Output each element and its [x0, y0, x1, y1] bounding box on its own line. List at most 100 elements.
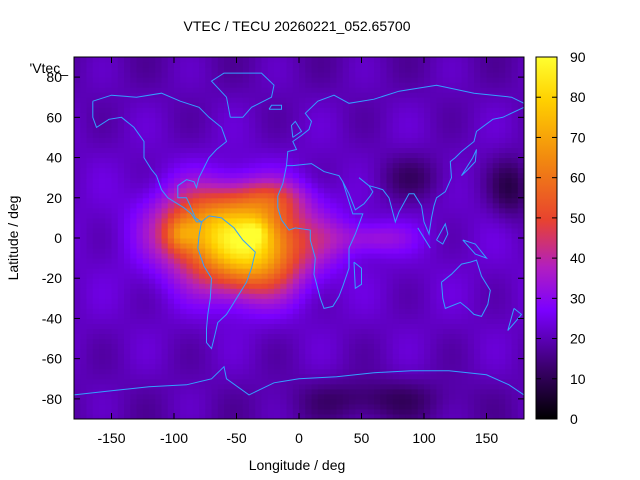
heatmap-cell: [392, 278, 400, 284]
heatmap-cell: [280, 82, 287, 88]
heatmap-cell: [349, 373, 356, 380]
heatmap-cell: [392, 328, 400, 335]
heatmap-cell: [105, 308, 112, 314]
heatmap-cell: [117, 202, 125, 209]
heatmap-cell: [155, 82, 162, 88]
heatmap-cell: [117, 227, 125, 234]
heatmap-cell: [149, 172, 156, 179]
heatmap-cell: [499, 243, 506, 249]
heatmap-cell: [305, 263, 312, 269]
heatmap-cell: [255, 127, 262, 133]
heatmap-cell: [117, 323, 125, 329]
heatmap-cell: [199, 388, 206, 395]
heatmap-cell: [230, 288, 237, 294]
heatmap-cell: [199, 378, 206, 385]
heatmap-cell: [167, 97, 175, 103]
heatmap-cell: [424, 353, 431, 360]
heatmap-cell: [217, 77, 225, 83]
heatmap-cell: [199, 268, 206, 274]
heatmap-cell: [317, 358, 325, 365]
heatmap-cell: [442, 157, 450, 164]
heatmap-cell: [274, 308, 281, 314]
heatmap-cell: [224, 232, 231, 239]
heatmap-cell: [330, 177, 337, 184]
heatmap-cell: [292, 212, 300, 219]
heatmap-cell: [461, 177, 469, 184]
heatmap-cell: [499, 77, 506, 83]
heatmap-cell: [217, 97, 225, 103]
heatmap-cell: [224, 328, 231, 335]
heatmap-cell: [186, 137, 194, 143]
heatmap-cell: [380, 202, 387, 209]
heatmap-cell: [374, 137, 381, 143]
heatmap-cell: [417, 92, 425, 98]
heatmap-cell: [430, 348, 437, 355]
heatmap-cell: [242, 227, 250, 234]
heatmap-cell: [274, 393, 281, 400]
heatmap-cell: [411, 217, 419, 224]
heatmap-cell: [380, 383, 387, 390]
heatmap-cell: [299, 127, 306, 133]
heatmap-cell: [242, 97, 250, 103]
heatmap-cell: [211, 248, 219, 254]
heatmap-cell: [117, 378, 125, 385]
heatmap-cell: [474, 112, 481, 118]
heatmap-cell: [317, 152, 325, 159]
heatmap-cell: [211, 227, 219, 234]
heatmap-cell: [486, 358, 494, 365]
heatmap-cell: [99, 212, 106, 219]
heatmap-cell: [92, 107, 100, 113]
heatmap-cell: [474, 212, 481, 219]
heatmap-cell: [180, 132, 187, 138]
heatmap-cell: [274, 303, 281, 309]
heatmap-cell: [180, 288, 187, 294]
heatmap-cell: [349, 398, 356, 405]
heatmap-cell: [474, 97, 481, 103]
heatmap-cell: [286, 288, 294, 294]
heatmap-cell: [367, 112, 375, 118]
heatmap-cell: [349, 77, 356, 83]
heatmap-cell: [436, 97, 444, 103]
heatmap-cell: [486, 328, 494, 335]
heatmap-cell: [286, 207, 294, 214]
heatmap-cell: [505, 408, 512, 415]
heatmap-cell: [492, 127, 500, 133]
heatmap-cell: [261, 82, 269, 88]
heatmap-cell: [349, 82, 356, 88]
heatmap-cell: [399, 393, 406, 400]
heatmap-cell: [199, 303, 206, 309]
heatmap-cell: [199, 308, 206, 314]
heatmap-cell: [486, 408, 494, 415]
heatmap-cell: [349, 192, 356, 199]
heatmap-cell: [242, 293, 250, 299]
heatmap-cell: [517, 298, 525, 304]
heatmap-cell: [136, 273, 144, 279]
heatmap-cell: [374, 393, 381, 400]
heatmap-cell: [167, 413, 175, 420]
heatmap-cell: [267, 318, 275, 324]
heatmap-cell: [324, 142, 331, 148]
heatmap-cell: [142, 388, 150, 395]
heatmap-cell: [336, 202, 344, 209]
heatmap-cell: [86, 102, 94, 108]
heatmap-cell: [136, 142, 144, 148]
heatmap-cell: [361, 102, 369, 108]
heatmap-cell: [180, 97, 187, 103]
heatmap-cell: [149, 217, 156, 224]
heatmap-cell: [286, 253, 294, 259]
heatmap-cell: [280, 182, 287, 189]
heatmap-cell: [267, 263, 275, 269]
heatmap-cell: [267, 253, 275, 259]
heatmap-cell: [474, 323, 481, 329]
heatmap-cell: [455, 248, 462, 254]
heatmap-cell: [255, 363, 262, 370]
heatmap-cell: [480, 298, 487, 304]
heatmap-cell: [249, 212, 256, 219]
heatmap-cell: [155, 162, 162, 169]
heatmap-cell: [405, 137, 412, 143]
heatmap-cell: [117, 82, 125, 88]
heatmap-cell: [236, 363, 244, 370]
heatmap-cell: [386, 127, 394, 133]
heatmap-cell: [136, 248, 144, 254]
heatmap-cell: [386, 363, 394, 370]
